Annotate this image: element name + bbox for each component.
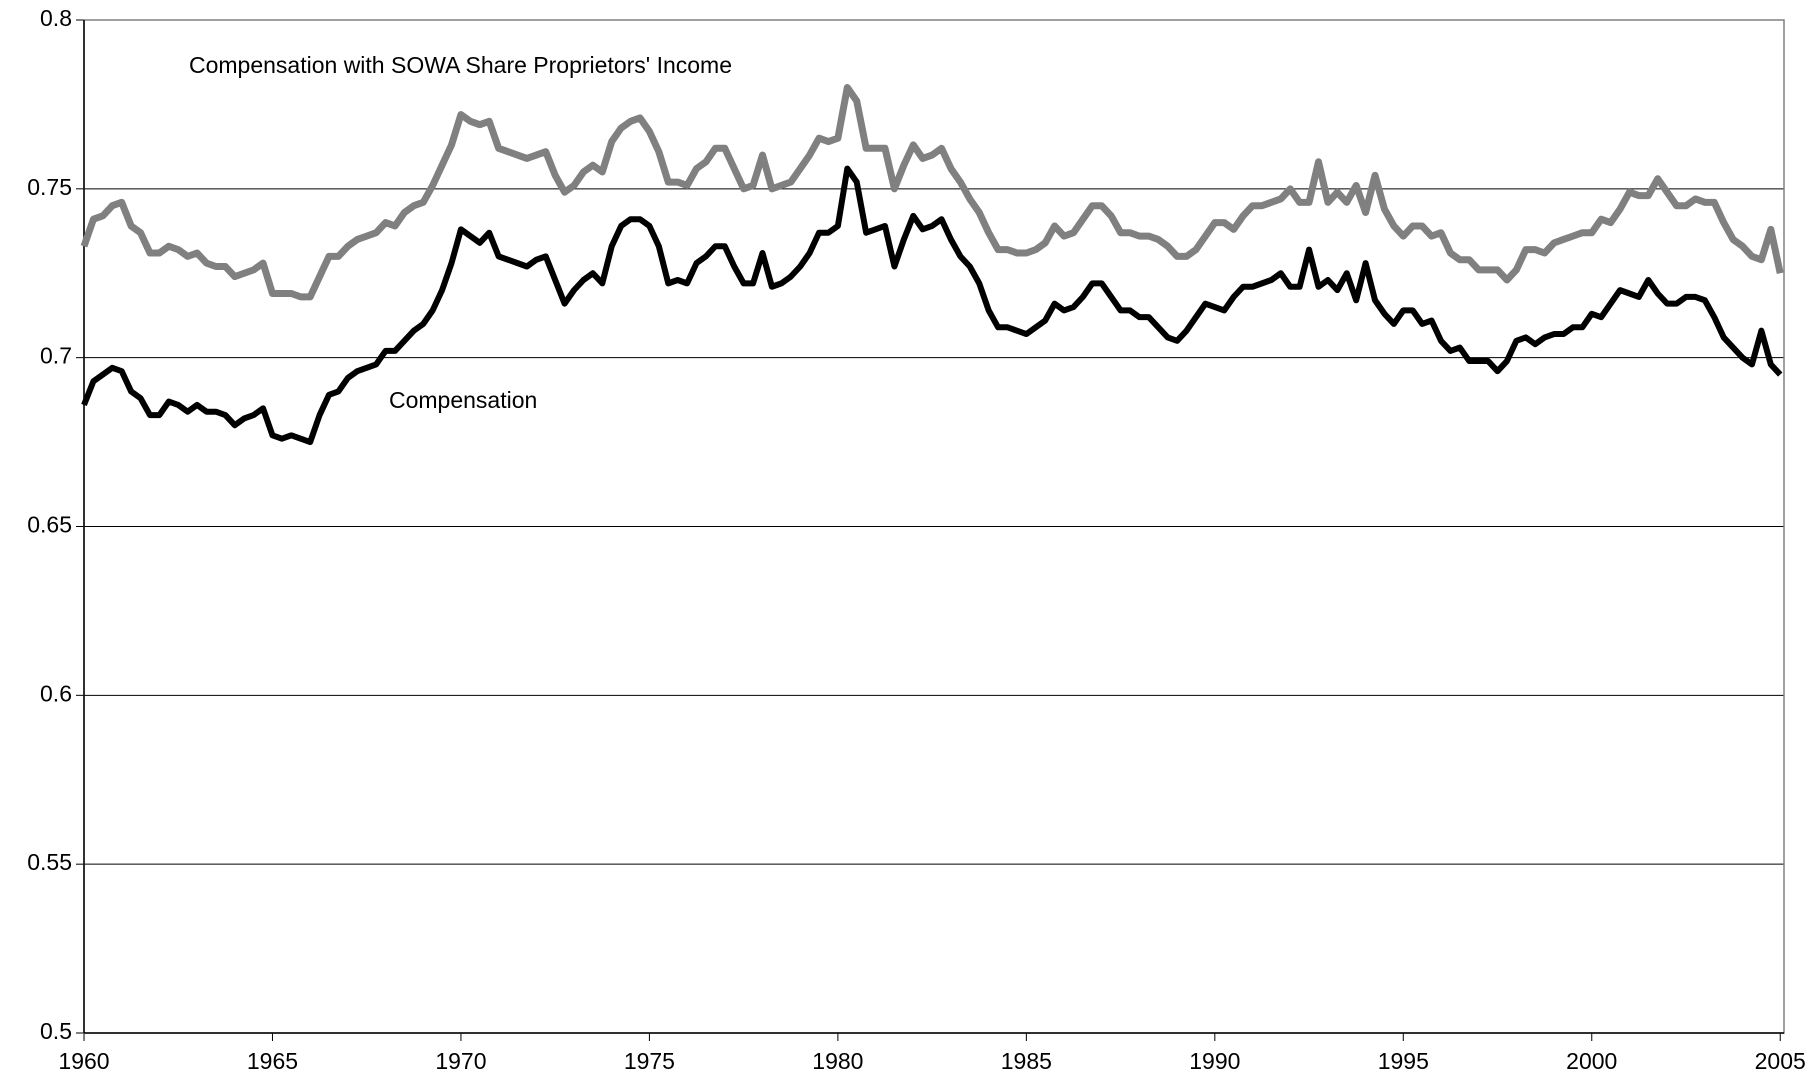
x-tick-label: 1975 — [624, 1048, 675, 1074]
x-tick-label: 1970 — [435, 1048, 486, 1074]
series-line — [80, 84, 1784, 301]
y-tick-label: 0.65 — [27, 512, 72, 538]
y-tick-label: 0.6 — [40, 680, 72, 706]
x-tick-label: 2000 — [1566, 1048, 1617, 1074]
y-tick-label: 0.8 — [40, 5, 72, 31]
x-tick-label: 1990 — [1189, 1048, 1240, 1074]
series-line — [81, 165, 1783, 446]
y-tick-label: 0.75 — [27, 174, 72, 200]
y-tick-label: 0.55 — [27, 849, 72, 875]
y-tick-label: 0.7 — [40, 343, 72, 369]
x-tick-label: 2005 — [1755, 1048, 1806, 1074]
series-label: Compensation with SOWA Share Proprietors… — [189, 52, 732, 78]
x-tick-label: 1980 — [812, 1048, 863, 1074]
series-label: Compensation — [389, 387, 537, 413]
x-tick-label: 1960 — [58, 1048, 109, 1074]
x-tick-label: 1985 — [1001, 1048, 1052, 1074]
x-tick-label: 1965 — [247, 1048, 298, 1074]
y-tick-label: 0.5 — [40, 1018, 72, 1044]
x-tick-label: 1995 — [1378, 1048, 1429, 1074]
